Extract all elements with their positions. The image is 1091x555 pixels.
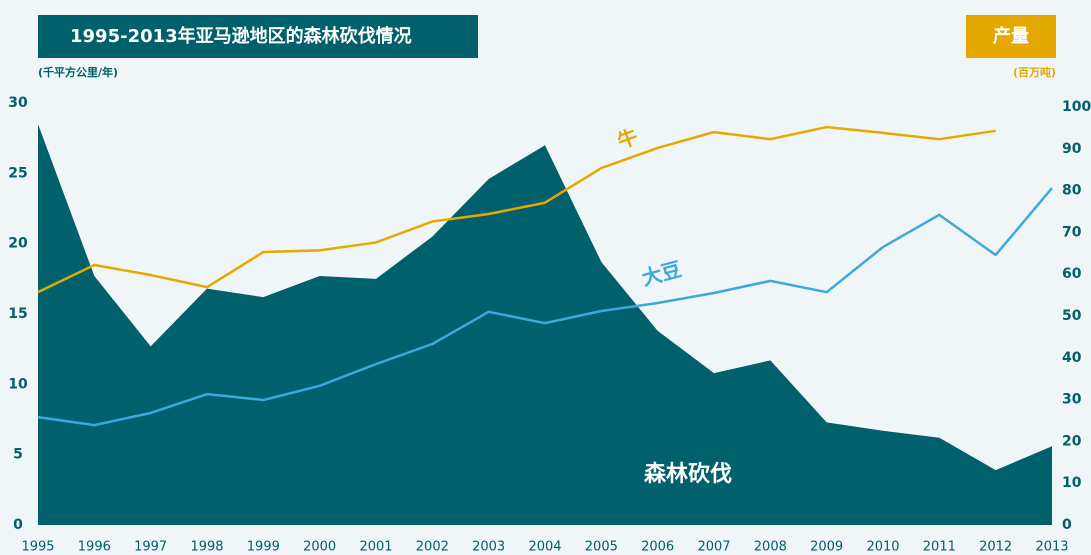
y2-tick-label: 100 <box>1062 99 1091 115</box>
y2-tick-label: 80 <box>1062 183 1082 199</box>
y-tick-label: 20 <box>8 236 28 252</box>
x-tick-label: 2003 <box>472 540 505 555</box>
x-tick-label: 2010 <box>866 540 899 555</box>
x-tick-label: 2009 <box>810 540 843 555</box>
x-tick-label: 2012 <box>979 540 1012 555</box>
y-tick-label: 15 <box>8 306 27 322</box>
x-tick-label: 2006 <box>641 540 674 555</box>
line <box>37 125 996 294</box>
x-tick-label: 2008 <box>754 540 787 555</box>
x-tick-label: 1996 <box>78 540 111 555</box>
x-tick-label: 1999 <box>247 540 280 555</box>
y2-tick-label: 60 <box>1062 266 1082 282</box>
x-tick-label: 2013 <box>1035 540 1068 555</box>
y2-title: 产量 <box>993 25 1029 47</box>
y2-tick-label: 30 <box>1062 392 1082 408</box>
x-tick-label: 2005 <box>585 540 618 555</box>
x-tick-label: 2001 <box>359 540 392 555</box>
y-axis-label: (千平方公里/年) <box>38 65 118 79</box>
x-tick-label: 2011 <box>923 540 956 555</box>
y-tick-label: 30 <box>8 95 28 111</box>
x-tick-label: 2002 <box>416 540 449 555</box>
y2-tick-label: 10 <box>1062 475 1082 491</box>
y2-axis-label: (百万吨) <box>1013 65 1056 79</box>
area <box>38 124 1052 525</box>
x-tick-label: 2007 <box>697 540 730 555</box>
x-tick-label: 1997 <box>134 540 167 555</box>
x-tick-label: 1995 <box>21 540 54 555</box>
chart-title: 1995-2013年亚马逊地区的森林砍伐情况 <box>70 25 412 47</box>
y2-tick-label: 70 <box>1062 224 1082 240</box>
y2-tick-label: 20 <box>1062 433 1082 449</box>
x-tick-label: 2000 <box>303 540 336 555</box>
y2-tick-label: 50 <box>1062 308 1082 324</box>
y-tick-label: 25 <box>8 165 27 181</box>
y2-tick-label: 40 <box>1062 350 1082 366</box>
title-box <box>38 15 478 58</box>
line <box>37 187 1053 427</box>
y2-tick-label: 0 <box>1062 517 1072 533</box>
y-tick-label: 0 <box>13 517 23 533</box>
x-tick-label: 1998 <box>190 540 223 555</box>
y2-title-box <box>966 15 1056 58</box>
x-tick-label: 2004 <box>528 540 561 555</box>
y-tick-label: 10 <box>8 376 28 392</box>
y2-tick-label: 90 <box>1062 141 1082 157</box>
series-annotation: 森林砍伐 <box>644 461 732 487</box>
y-tick-label: 5 <box>13 447 23 463</box>
